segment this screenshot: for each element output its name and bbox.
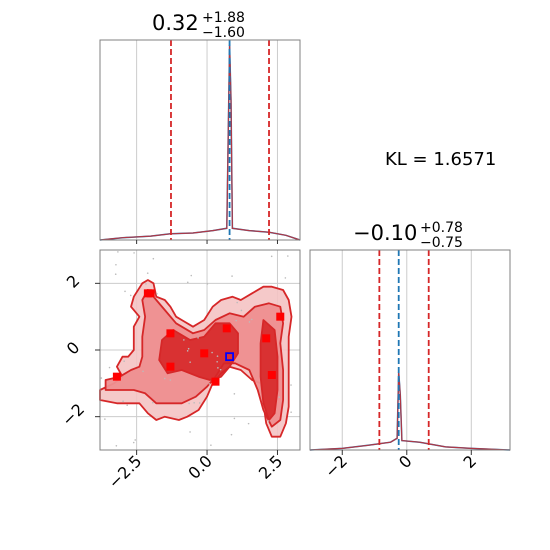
sample-point-57 bbox=[115, 444, 118, 447]
sample-point-8 bbox=[233, 417, 236, 420]
sample-point-49 bbox=[216, 355, 219, 357]
red-marker-10 bbox=[112, 372, 121, 381]
sample-point-29 bbox=[235, 319, 237, 322]
scatter-xtick-label-0: −2.5 bbox=[105, 451, 146, 492]
sample-point-7 bbox=[198, 402, 201, 404]
hist2-posterior-curve bbox=[309, 371, 511, 451]
red-marker-9 bbox=[276, 312, 285, 321]
sample-point-50 bbox=[124, 290, 126, 293]
sample-point-9 bbox=[211, 351, 213, 354]
red-marker-8 bbox=[267, 371, 276, 379]
scatter-ytick-label-0: −2 bbox=[58, 400, 88, 430]
red-marker-2 bbox=[166, 329, 175, 338]
sample-point-39 bbox=[248, 321, 251, 323]
sample-point-3 bbox=[114, 273, 117, 276]
sample-point-12 bbox=[123, 360, 125, 362]
sample-point-2 bbox=[187, 347, 190, 350]
red-marker-1 bbox=[143, 289, 152, 298]
param2-title-main: −0.10 bbox=[353, 221, 417, 245]
sample-point-41 bbox=[163, 377, 166, 380]
sample-point-43 bbox=[236, 301, 238, 304]
sample-point-55 bbox=[145, 283, 147, 285]
red-marker-7 bbox=[262, 334, 271, 343]
sample-point-54 bbox=[231, 275, 233, 277]
sample-point-46 bbox=[216, 360, 218, 363]
hist1-posterior-curve bbox=[99, 44, 301, 241]
sample-point-30 bbox=[290, 384, 292, 386]
sample-point-4 bbox=[217, 367, 219, 369]
hist2-xtick-label-0: −2 bbox=[321, 451, 351, 481]
red-marker-6 bbox=[222, 324, 231, 333]
sample-point-14 bbox=[183, 339, 185, 341]
hist2-reference-curve bbox=[309, 371, 511, 451]
scatter-xtick-label-1: 0.0 bbox=[184, 451, 215, 482]
sample-point-51 bbox=[278, 396, 281, 398]
param1-title-sub: −1.60 bbox=[202, 25, 245, 41]
param1-title-sup: +1.88 bbox=[202, 10, 245, 26]
sample-point-45 bbox=[100, 377, 103, 379]
sample-point-11 bbox=[287, 255, 289, 257]
sample-point-18 bbox=[208, 383, 211, 385]
sample-point-10 bbox=[134, 439, 137, 441]
hist2-xtick-label-2: 2 bbox=[459, 451, 480, 472]
sample-point-13 bbox=[290, 411, 292, 413]
sample-point-34 bbox=[152, 401, 154, 404]
sample-point-27 bbox=[189, 431, 191, 433]
sample-point-1 bbox=[122, 400, 124, 403]
scatter-ytick-label-2: 2 bbox=[63, 271, 84, 292]
red-marker-3 bbox=[166, 362, 175, 371]
sample-point-20 bbox=[169, 379, 172, 381]
red-marker-4 bbox=[200, 349, 209, 358]
param1-title-main: 0.32 bbox=[152, 11, 199, 35]
hist1-frame bbox=[99, 39, 301, 241]
param2-title-sub: −0.75 bbox=[420, 235, 463, 251]
sample-point-56 bbox=[132, 441, 135, 444]
scatter-ytick-label-1: 0 bbox=[63, 338, 84, 359]
red-marker-5 bbox=[211, 377, 220, 386]
sample-point-35 bbox=[247, 422, 250, 425]
sample-point-44 bbox=[152, 257, 155, 260]
sample-point-28 bbox=[108, 366, 111, 369]
contour-inner-3 bbox=[259, 319, 279, 421]
sample-point-16 bbox=[133, 252, 135, 254]
sample-point-40 bbox=[210, 444, 212, 446]
kl-divergence-label: KL = 1.6571 bbox=[385, 149, 496, 170]
sample-point-23 bbox=[193, 401, 195, 404]
sample-point-32 bbox=[186, 281, 189, 284]
sample-point-22 bbox=[146, 272, 149, 274]
sample-point-42 bbox=[142, 370, 144, 373]
sample-point-47 bbox=[117, 251, 119, 253]
sample-point-31 bbox=[186, 350, 189, 352]
sample-point-52 bbox=[104, 418, 106, 420]
hist2-frame bbox=[309, 249, 511, 451]
sample-point-15 bbox=[233, 393, 236, 395]
sample-point-48 bbox=[190, 274, 193, 277]
reference-marker bbox=[225, 352, 234, 362]
sample-point-17 bbox=[188, 402, 190, 405]
hist2-xtick-label-1: 0 bbox=[395, 451, 416, 472]
sample-point-0 bbox=[197, 337, 199, 339]
sample-point-38 bbox=[284, 277, 287, 279]
sample-point-33 bbox=[189, 361, 191, 363]
param2-title-sup: +0.78 bbox=[420, 220, 463, 236]
sample-point-21 bbox=[115, 263, 117, 266]
sample-point-5 bbox=[156, 292, 158, 295]
hist1-reference-curve bbox=[99, 44, 301, 241]
sample-point-26 bbox=[126, 404, 129, 407]
sample-point-6 bbox=[230, 433, 233, 436]
sample-point-25 bbox=[250, 318, 253, 321]
sample-point-53 bbox=[240, 309, 243, 312]
sample-point-24 bbox=[219, 368, 222, 371]
sample-point-59 bbox=[267, 420, 270, 422]
sample-point-19 bbox=[129, 294, 132, 297]
scatter-xtick-label-2: 2.5 bbox=[255, 451, 286, 482]
sample-point-58 bbox=[206, 283, 209, 285]
sample-point-37 bbox=[270, 255, 273, 258]
